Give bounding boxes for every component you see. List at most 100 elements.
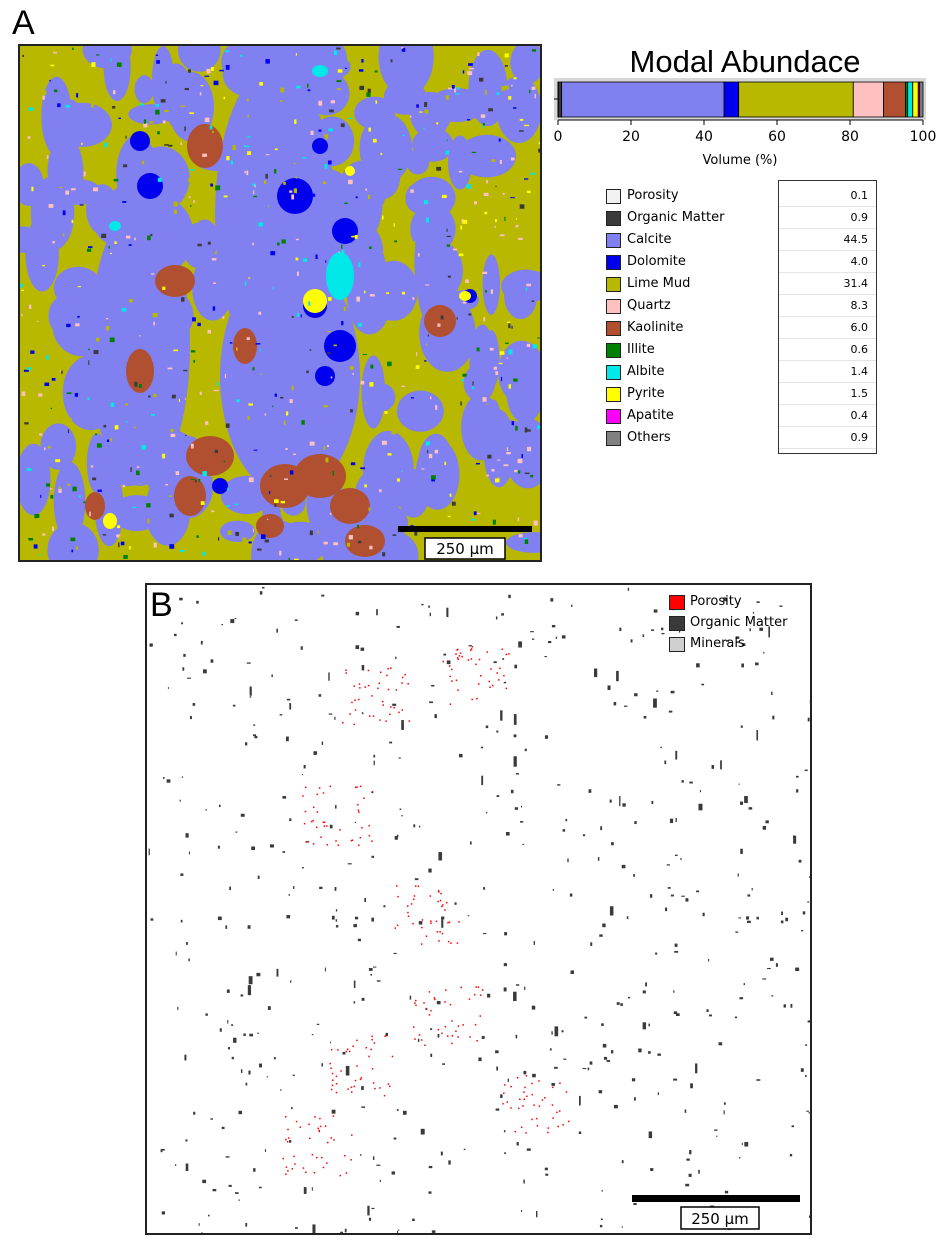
mineral-speck: [526, 190, 531, 194]
mineral-speck: [455, 93, 460, 95]
mineral-speck: [514, 469, 518, 473]
legend-label-illite: Illite: [627, 342, 655, 357]
mineral-speck: [44, 447, 46, 451]
mineral-speck: [472, 381, 474, 386]
porosity-speck: [287, 1128, 289, 1131]
mineral-speck: [65, 190, 70, 195]
organic-matter-speck: [235, 831, 238, 833]
porosity-speck: [510, 1107, 512, 1109]
organic-matter-speck: [467, 915, 470, 917]
porosity-speck: [439, 931, 441, 933]
legend-swatch-porosity: [606, 189, 621, 204]
legend-item-apatite: Apatite: [606, 406, 776, 426]
mineral-speck: [30, 350, 35, 354]
organic-matter-speck: [634, 821, 637, 825]
mineral-speck: [132, 506, 137, 509]
porosity-speck: [406, 905, 409, 907]
organic-matter-speck: [243, 1033, 246, 1037]
mineral-speck: [506, 357, 508, 360]
mineral-speck: [447, 87, 453, 90]
organic-matter-speck: [696, 890, 700, 893]
organic-matter-speck: [598, 1090, 603, 1094]
mineral-speck: [139, 335, 141, 337]
mineral-speck: [324, 164, 328, 169]
organic-matter-speck: [524, 986, 526, 990]
mineral-speck: [329, 512, 332, 515]
mineral-speck: [475, 462, 480, 465]
organic-matter-speck: [257, 875, 260, 879]
legend-label-pyrite: Pyrite: [627, 386, 665, 401]
organic-matter-speck: [798, 859, 802, 863]
organic-matter-speck: [396, 625, 400, 628]
organic-matter-speck: [328, 713, 333, 715]
organic-matter-speck: [602, 923, 606, 928]
mineral-speck: [307, 89, 311, 92]
porosity-speck: [391, 1055, 394, 1058]
porosity-speck: [413, 898, 415, 900]
mineral-speck: [192, 317, 196, 322]
organic-matter-speck: [673, 1011, 678, 1015]
porosity-speck: [312, 843, 315, 845]
mineral-speck: [402, 134, 405, 136]
organic-matter-speck: [628, 996, 631, 999]
mineral-speck: [20, 283, 23, 288]
mineral-speck: [366, 92, 371, 97]
porosity-speck: [368, 1055, 370, 1058]
mineral-speck: [116, 62, 122, 67]
organic-matter-speck: [651, 800, 654, 805]
organic-matter-speck: [391, 1171, 396, 1175]
mineral-speck: [354, 447, 357, 451]
mineral-speck: [518, 534, 523, 538]
porosity-speck: [418, 1034, 421, 1036]
porosity-speck: [407, 682, 409, 685]
mineral-speck: [295, 238, 299, 241]
mineral-speck: [72, 486, 77, 492]
mineral-speck: [193, 359, 196, 363]
legend-swatch-pyrite: [606, 387, 621, 402]
mineral-speck: [436, 166, 442, 171]
mineral-speck: [476, 212, 479, 214]
mineral-speck: [197, 322, 201, 327]
porosity-speck: [441, 932, 444, 935]
porosity-speck: [516, 1076, 519, 1079]
mineral-speck: [147, 518, 150, 524]
mineral-speck: [499, 159, 502, 164]
porosity-speck: [282, 1157, 285, 1160]
organic-matter-speck: [289, 818, 292, 822]
mineral-speck: [495, 185, 497, 187]
porosity-speck: [385, 720, 387, 722]
porosity-speck: [514, 1130, 517, 1133]
mineral-speck: [490, 289, 493, 294]
porosity-speck: [357, 809, 360, 811]
mineral-speck: [402, 291, 406, 295]
mineral-speck: [483, 316, 486, 322]
mineral-speck: [126, 235, 131, 239]
value-cell-calcite: 44.5: [779, 229, 876, 251]
legend-item-lime-mud: Lime Mud: [606, 274, 776, 294]
organic-matter-speck: [252, 734, 257, 737]
mineral-speck: [381, 440, 387, 445]
value-cell-organic-matter: 0.9: [779, 207, 876, 229]
mineral-speck: [34, 513, 40, 519]
organic-matter-speck: [248, 976, 253, 985]
mineral-speck: [78, 495, 81, 498]
organic-matter-speck: [328, 672, 330, 681]
organic-matter-speck: [202, 669, 207, 674]
mineral-speck: [75, 323, 80, 327]
organic-matter-speck: [519, 821, 524, 823]
organic-matter-speck: [394, 836, 398, 840]
mineral-speck: [243, 145, 249, 148]
porosity-speck: [479, 1015, 482, 1017]
mineral-speck: [445, 95, 449, 100]
mineral-speck: [508, 323, 511, 329]
mineral-speck: [440, 315, 444, 320]
mineral-speck: [424, 109, 429, 114]
organic-matter-speck: [723, 1110, 725, 1115]
mineral-speck: [495, 478, 500, 483]
organic-matter-speck: [578, 1095, 581, 1106]
legend-item-pyrite: Pyrite: [606, 384, 776, 404]
mineral-speck: [120, 541, 125, 546]
porosity-speck: [401, 709, 404, 711]
organic-matter-speck: [684, 1109, 687, 1113]
organic-matter-speck: [749, 628, 751, 632]
